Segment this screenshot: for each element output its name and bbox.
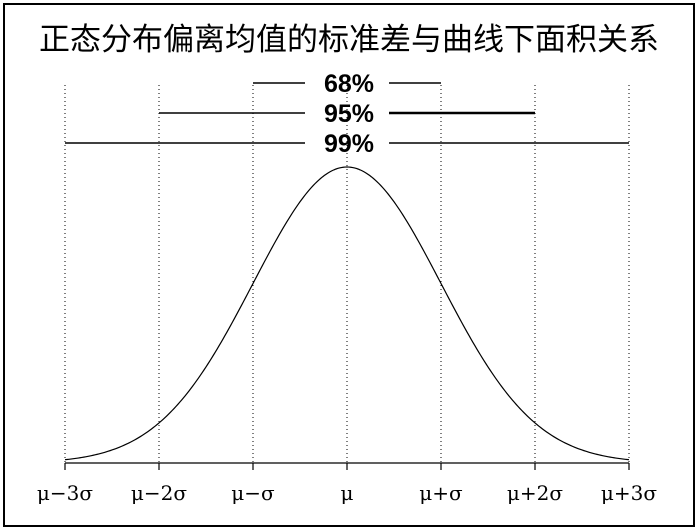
chart-frame (3, 3, 695, 527)
x-tick-label-5: μ+2σ (507, 481, 563, 505)
x-tick-label-0: μ−3σ (37, 481, 93, 505)
bracket-label-1: 95% (324, 100, 374, 128)
x-tick-label-3: μ (341, 481, 354, 505)
x-tick-label-6: μ+3σ (601, 481, 657, 505)
x-tick-label-2: μ−σ (231, 481, 275, 505)
x-tick-label-4: μ+σ (419, 481, 463, 505)
chart-title: 正态分布偏离均值的标准差与曲线下面积关系 (39, 22, 659, 58)
x-tick-label-1: μ−2σ (131, 481, 187, 505)
density-curve (64, 166, 630, 461)
bracket-label-0: 68% (324, 70, 374, 98)
bracket-label-2: 99% (324, 130, 374, 158)
